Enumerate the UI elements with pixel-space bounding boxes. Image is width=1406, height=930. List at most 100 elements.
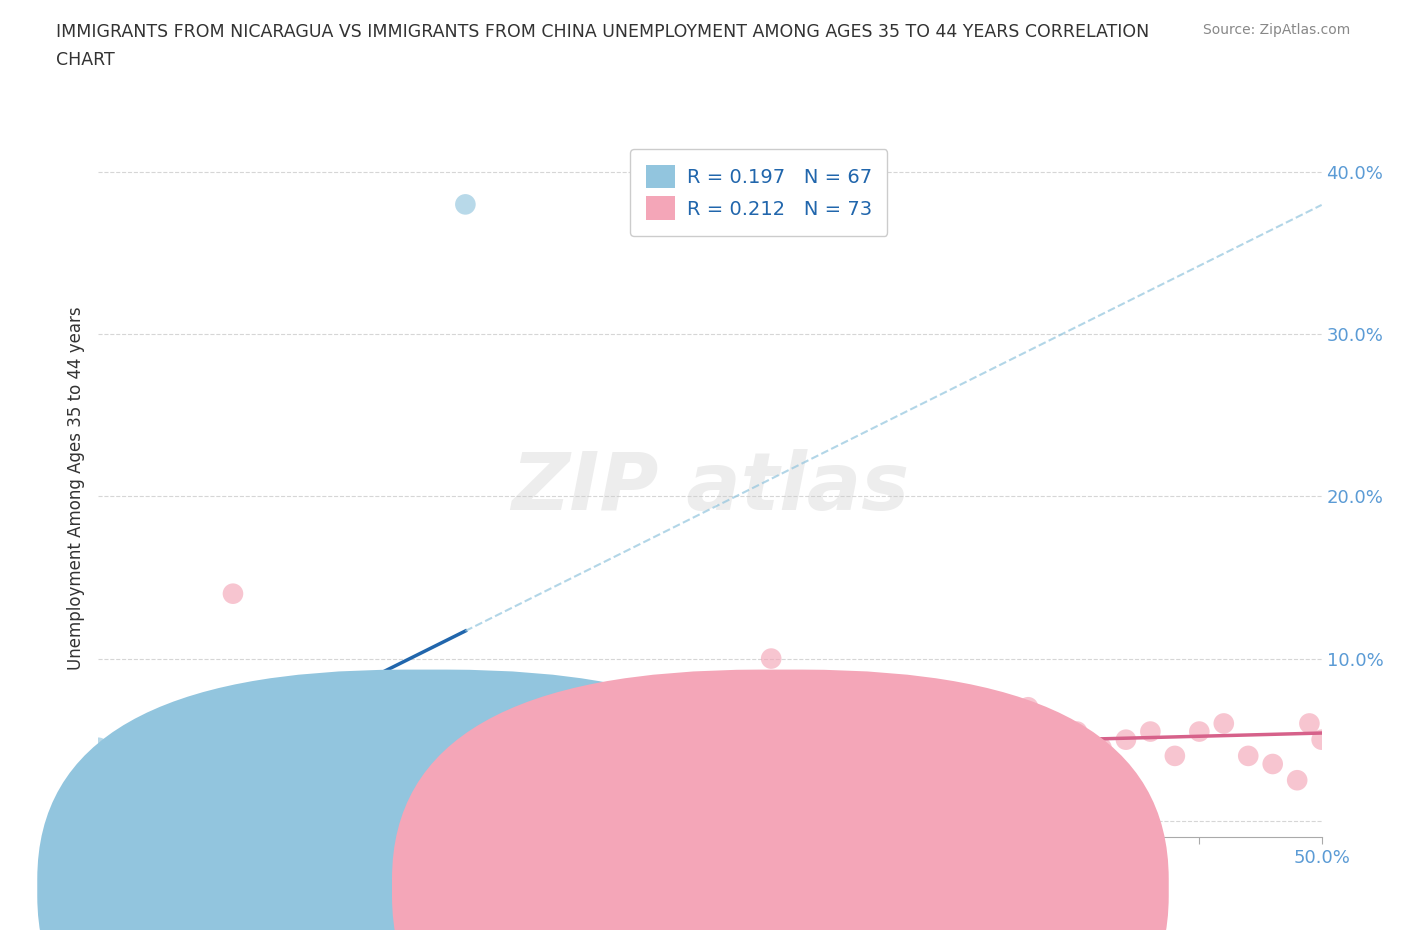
Point <box>356 764 378 779</box>
Point <box>111 764 134 779</box>
Point <box>107 749 129 764</box>
Point <box>111 781 134 796</box>
Point <box>104 764 127 779</box>
Point <box>650 716 672 731</box>
Point <box>308 740 330 755</box>
Text: Immigrants from China: Immigrants from China <box>808 878 1000 897</box>
Point <box>101 764 124 779</box>
Point <box>454 757 477 772</box>
Point <box>589 732 612 747</box>
Text: ZIP atlas: ZIP atlas <box>510 449 910 527</box>
Point <box>662 749 685 764</box>
Point <box>637 732 661 747</box>
Point <box>699 757 721 772</box>
Point <box>454 197 477 212</box>
Point <box>943 724 966 739</box>
Point <box>1298 716 1320 731</box>
Point <box>100 764 122 779</box>
Point <box>821 740 844 755</box>
Point <box>136 781 159 796</box>
Point <box>246 764 269 779</box>
Point <box>344 757 367 772</box>
Point <box>111 773 134 788</box>
Point <box>675 716 697 731</box>
FancyBboxPatch shape <box>38 670 814 930</box>
Point <box>202 749 225 764</box>
Point <box>121 773 143 788</box>
Point <box>87 757 110 772</box>
Legend: R = 0.197   N = 67, R = 0.212   N = 73: R = 0.197 N = 67, R = 0.212 N = 73 <box>630 149 887 235</box>
Point <box>772 749 794 764</box>
Point <box>967 740 990 755</box>
Text: Source: ZipAtlas.com: Source: ZipAtlas.com <box>1202 23 1350 37</box>
Point <box>120 781 142 796</box>
Point <box>920 757 942 772</box>
Point <box>222 764 245 779</box>
Point <box>209 764 232 779</box>
Point <box>344 708 367 723</box>
Point <box>1066 724 1088 739</box>
Point <box>136 764 159 779</box>
Text: IMMIGRANTS FROM NICARAGUA VS IMMIGRANTS FROM CHINA UNEMPLOYMENT AMONG AGES 35 TO: IMMIGRANTS FROM NICARAGUA VS IMMIGRANTS … <box>56 23 1150 41</box>
Point <box>626 749 648 764</box>
Point <box>515 732 537 747</box>
Point <box>1188 724 1211 739</box>
Point <box>117 789 139 804</box>
Text: Immigrants from Nicaragua: Immigrants from Nicaragua <box>453 878 682 897</box>
Point <box>143 749 166 764</box>
Point <box>136 781 159 796</box>
Point <box>127 749 149 764</box>
Point <box>270 732 294 747</box>
Point <box>259 773 281 788</box>
Point <box>226 757 249 772</box>
Point <box>233 781 256 796</box>
Point <box>167 781 190 796</box>
Point <box>368 699 391 714</box>
Point <box>332 732 354 747</box>
Point <box>834 716 856 731</box>
Point <box>1237 749 1260 764</box>
Point <box>149 773 172 788</box>
Point <box>209 781 232 796</box>
Point <box>193 781 215 796</box>
Point <box>156 757 179 772</box>
Point <box>233 773 256 788</box>
Point <box>160 773 183 788</box>
Point <box>319 716 342 731</box>
Point <box>131 789 153 804</box>
Point <box>467 749 489 764</box>
Point <box>748 724 770 739</box>
Point <box>239 757 262 772</box>
Point <box>503 749 526 764</box>
Point <box>163 764 186 779</box>
Point <box>222 586 245 601</box>
Point <box>160 781 183 796</box>
Point <box>111 773 134 788</box>
Point <box>1115 732 1137 747</box>
Point <box>91 797 114 812</box>
Point <box>600 749 623 764</box>
Point <box>283 749 305 764</box>
Point <box>576 757 599 772</box>
Point <box>187 757 209 772</box>
FancyBboxPatch shape <box>392 670 1168 930</box>
Point <box>527 757 550 772</box>
Point <box>1212 716 1234 731</box>
Point <box>392 757 416 772</box>
Point <box>845 732 868 747</box>
Point <box>1017 699 1039 714</box>
Point <box>478 740 501 755</box>
Point <box>1286 773 1309 788</box>
Point <box>266 749 288 764</box>
Point <box>186 773 208 788</box>
Point <box>176 789 198 804</box>
Point <box>197 764 219 779</box>
Point <box>259 773 281 788</box>
Point <box>160 797 183 812</box>
Point <box>491 757 513 772</box>
Point <box>252 749 274 764</box>
Point <box>723 749 745 764</box>
Point <box>332 773 354 788</box>
Text: CHART: CHART <box>56 51 115 69</box>
Point <box>319 749 342 764</box>
